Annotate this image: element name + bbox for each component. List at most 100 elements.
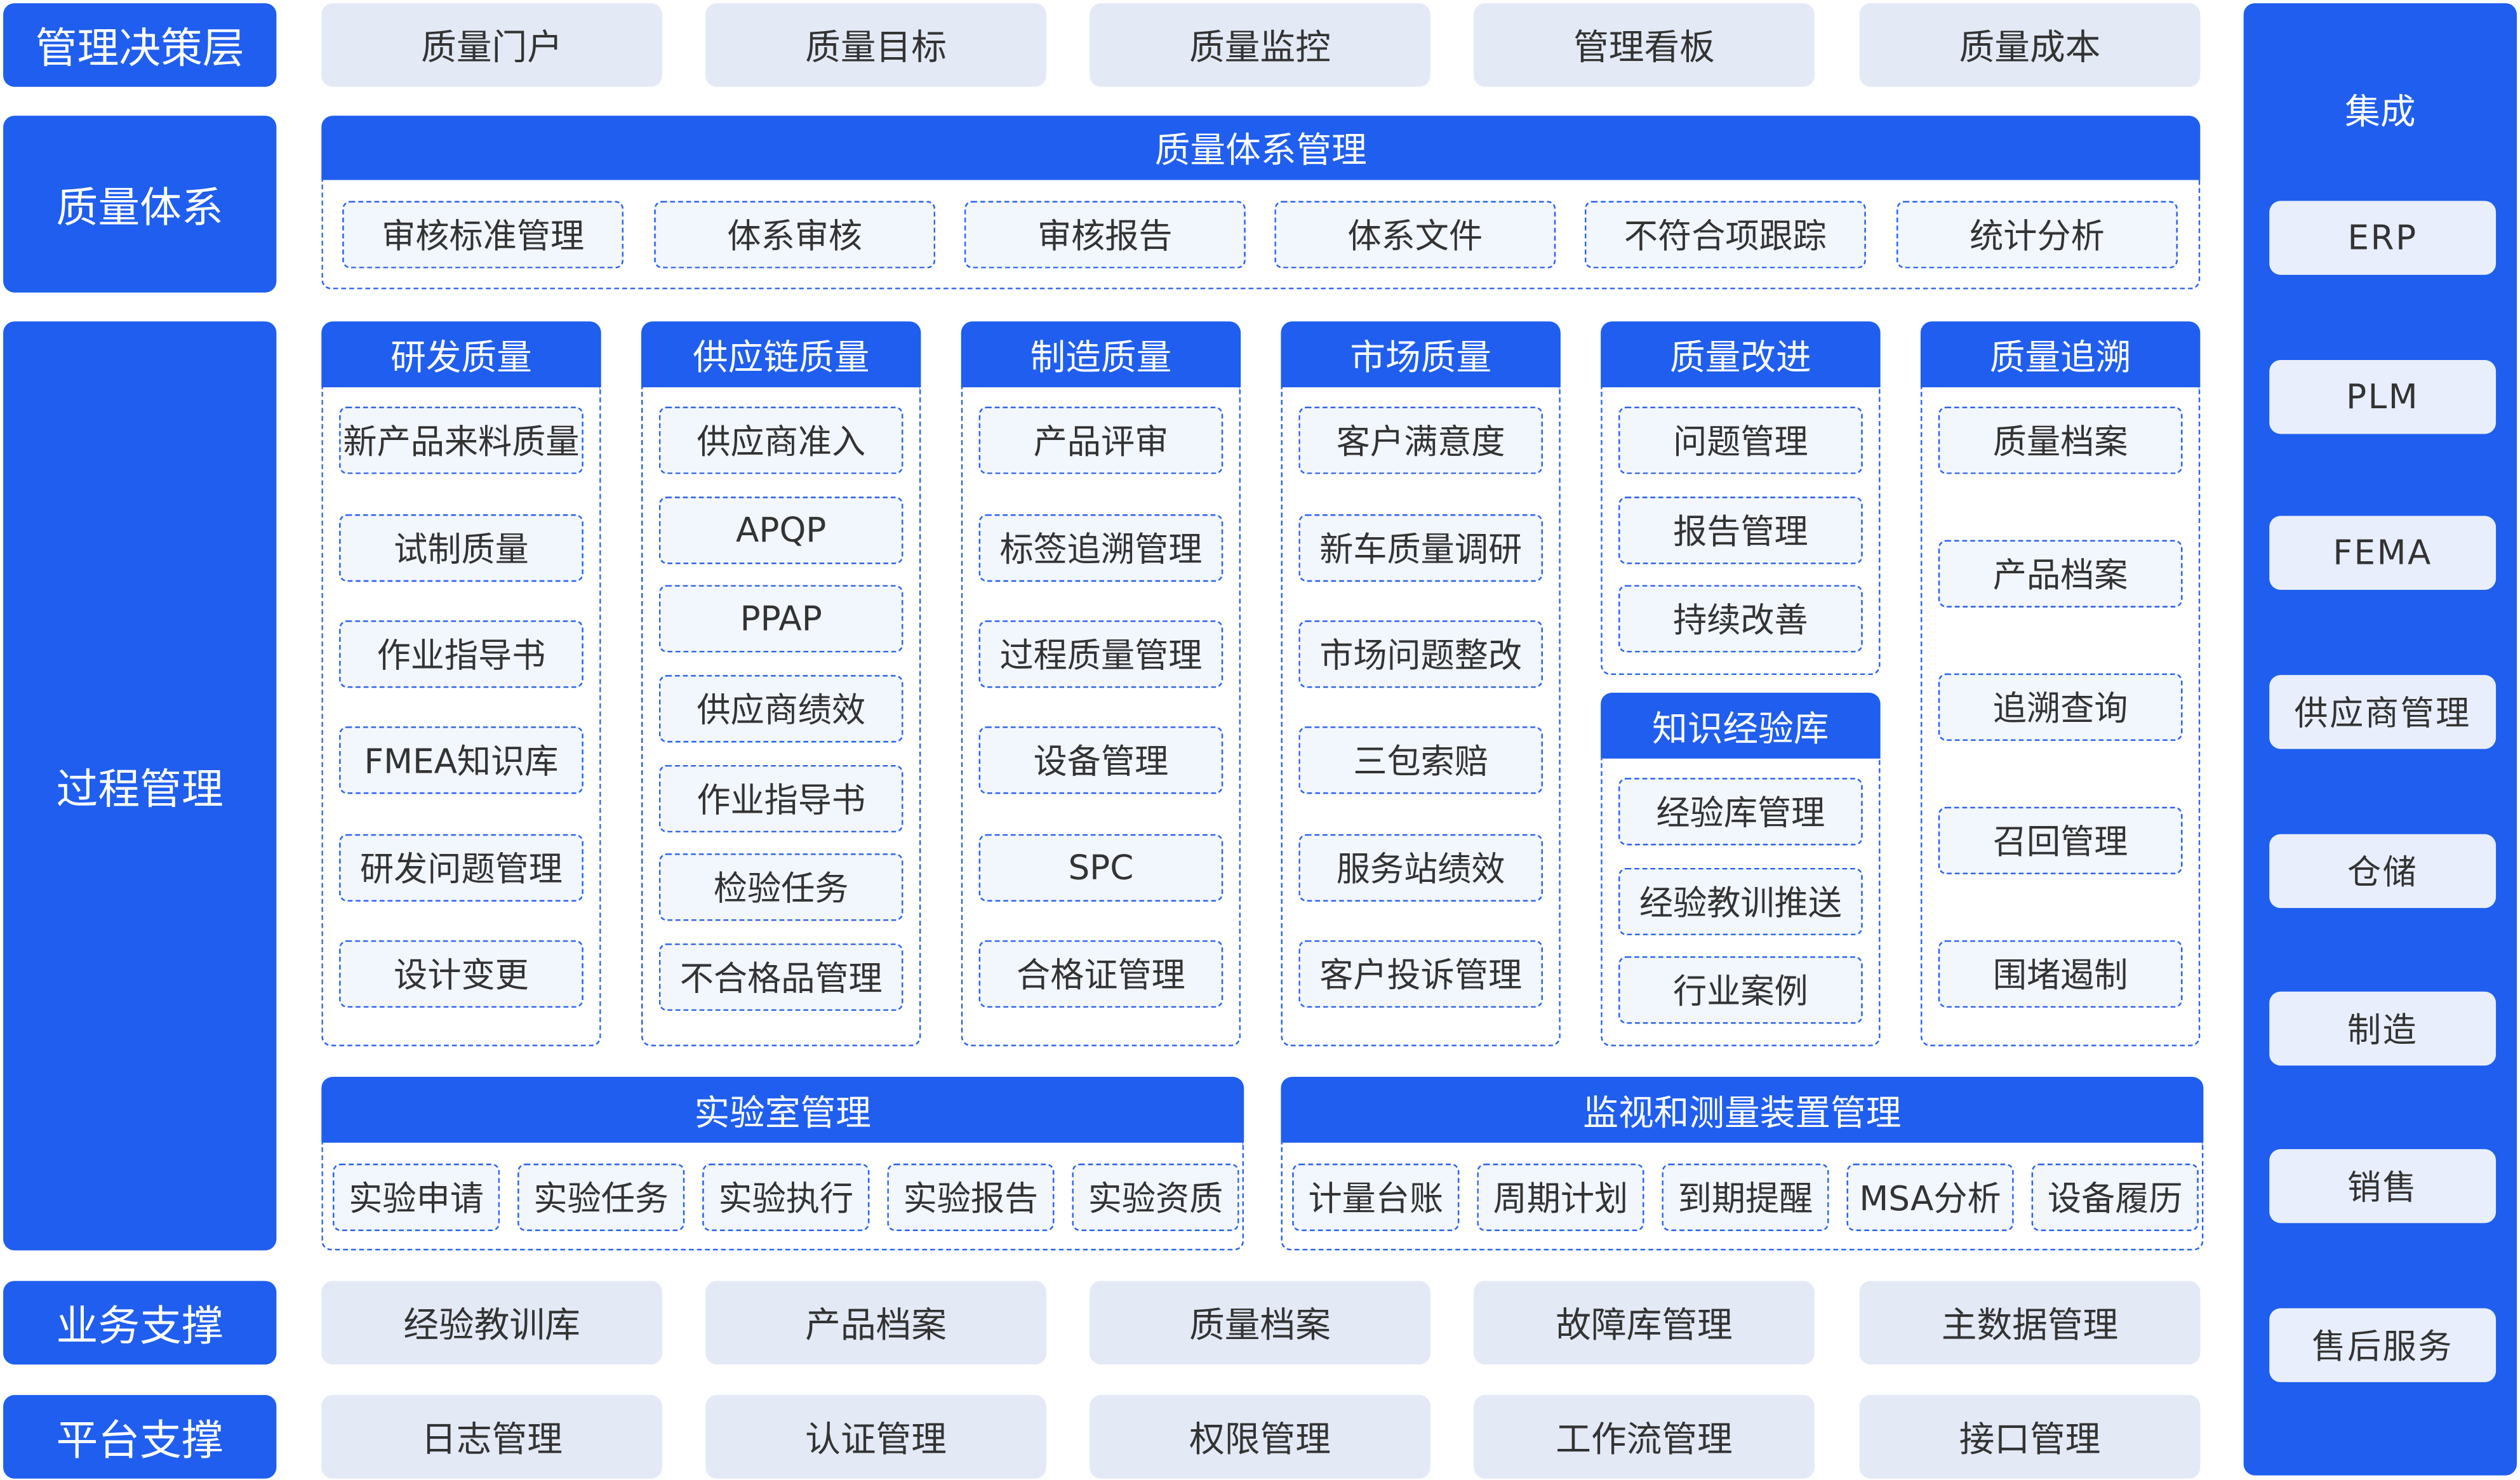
process-item[interactable]: 产品评审	[978, 406, 1223, 474]
process-item[interactable]: 设备管理	[978, 726, 1223, 794]
decision-tile[interactable]: 质量目标	[705, 3, 1046, 87]
process-column-header: 研发质量	[321, 321, 601, 388]
process-item[interactable]: PPAP	[658, 585, 903, 653]
process-item[interactable]: 三包索赔	[1298, 726, 1543, 794]
system-group-container	[321, 180, 2201, 290]
integration-item[interactable]: 制造	[2269, 991, 2497, 1066]
process-item[interactable]: 标签追溯管理	[978, 514, 1223, 582]
process-item[interactable]: 新车质量调研	[1298, 514, 1543, 582]
layer-label-business: 业务支撑	[3, 1281, 277, 1365]
integration-item[interactable]: 销售	[2269, 1149, 2497, 1223]
process-column-container	[1920, 387, 2201, 1046]
system-item[interactable]: 审核标准管理	[342, 201, 624, 269]
process-item[interactable]: APQP	[658, 497, 903, 564]
process-item[interactable]: 服务站绩效	[1298, 834, 1543, 902]
process-item[interactable]: 新产品来料质量	[339, 406, 583, 474]
process-column-header: 质量追溯	[1920, 321, 2201, 388]
platform-tile[interactable]: 日志管理	[321, 1395, 662, 1479]
lab-group-header: 实验室管理	[321, 1076, 1244, 1143]
process-item[interactable]: 持续改善	[1618, 585, 1863, 653]
process-column-header: 供应链质量	[641, 321, 921, 388]
process-column-container	[641, 387, 921, 1046]
measure-group-item[interactable]: 计量台账	[1292, 1163, 1460, 1231]
process-item[interactable]: 供应商绩效	[658, 675, 903, 743]
business-tile[interactable]: 故障库管理	[1474, 1281, 1815, 1365]
process-column-container	[1281, 387, 1561, 1046]
process-column-container	[1601, 387, 1881, 676]
measure-group-header: 监视和测量装置管理	[1281, 1076, 2204, 1143]
process-item[interactable]: 产品档案	[1938, 540, 2183, 608]
process-item[interactable]: 检验任务	[658, 853, 903, 921]
platform-tile[interactable]: 接口管理	[1859, 1395, 2201, 1479]
system-item[interactable]: 体系文件	[1274, 201, 1556, 269]
process-item[interactable]: 合格证管理	[978, 940, 1223, 1008]
layer-label-decision: 管理决策层	[3, 3, 277, 87]
integration-item[interactable]: 售后服务	[2269, 1308, 2497, 1382]
business-tile[interactable]: 质量档案	[1090, 1281, 1430, 1365]
process-column-container	[1601, 758, 1881, 1046]
process-column-header: 知识经验库	[1601, 692, 1881, 759]
integration-title: 集成	[2345, 93, 2416, 134]
decision-tile[interactable]: 质量门户	[321, 3, 662, 87]
platform-tile[interactable]: 权限管理	[1090, 1395, 1430, 1479]
lab-group-item[interactable]: 实验执行	[702, 1163, 870, 1231]
process-column-header: 制造质量	[961, 321, 1241, 388]
process-item[interactable]: 召回管理	[1938, 806, 2183, 875]
process-item[interactable]: 市场问题整改	[1298, 620, 1543, 688]
lab-group-item[interactable]: 实验申请	[332, 1163, 500, 1231]
measure-group-item[interactable]: MSA分析	[1846, 1163, 2014, 1231]
process-item[interactable]: 客户满意度	[1298, 406, 1543, 474]
measure-group-item[interactable]: 周期计划	[1477, 1163, 1644, 1231]
process-item[interactable]: FMEA知识库	[339, 726, 583, 794]
process-column-header: 市场质量	[1281, 321, 1561, 388]
integration-item[interactable]: PLM	[2269, 360, 2497, 434]
process-item[interactable]: 作业指导书	[339, 620, 583, 688]
lab-group-item[interactable]: 实验任务	[517, 1163, 685, 1231]
process-item[interactable]: SPC	[978, 834, 1223, 902]
process-item[interactable]: 经验教训推送	[1618, 867, 1863, 936]
lab-group-item[interactable]: 实验资质	[1072, 1163, 1239, 1231]
lab-group-item[interactable]: 实验报告	[887, 1163, 1055, 1231]
process-item[interactable]: 不合格品管理	[658, 943, 903, 1011]
system-item[interactable]: 审核报告	[964, 201, 1246, 269]
platform-tile[interactable]: 工作流管理	[1474, 1395, 1815, 1479]
process-item[interactable]: 经验库管理	[1618, 778, 1863, 846]
process-item[interactable]: 围堵遏制	[1938, 940, 2183, 1008]
measure-group-container	[1281, 1142, 2204, 1251]
layer-label-platform: 平台支撑	[3, 1395, 277, 1479]
decision-tile[interactable]: 管理看板	[1474, 3, 1815, 87]
process-item[interactable]: 作业指导书	[658, 764, 903, 833]
process-item[interactable]: 报告管理	[1618, 497, 1863, 564]
process-column-container	[321, 387, 601, 1046]
integration-item[interactable]: FEMA	[2269, 516, 2497, 590]
system-group-header: 质量体系管理	[321, 116, 2201, 180]
layer-label-system: 质量体系	[3, 116, 277, 293]
measure-group-item[interactable]: 设备履历	[2031, 1163, 2199, 1231]
process-item[interactable]: 研发问题管理	[339, 834, 583, 902]
system-item[interactable]: 不符合项跟踪	[1584, 201, 1866, 269]
business-tile[interactable]: 经验教训库	[321, 1281, 662, 1365]
process-item[interactable]: 追溯查询	[1938, 673, 2183, 741]
integration-item[interactable]: 供应商管理	[2269, 675, 2497, 749]
process-item[interactable]: 质量档案	[1938, 406, 2183, 474]
process-item[interactable]: 试制质量	[339, 514, 583, 582]
business-tile[interactable]: 主数据管理	[1859, 1281, 2201, 1365]
integration-item[interactable]: ERP	[2269, 201, 2497, 275]
system-item[interactable]: 统计分析	[1896, 201, 2178, 269]
business-tile[interactable]: 产品档案	[705, 1281, 1046, 1365]
process-item[interactable]: 行业案例	[1618, 956, 1863, 1024]
process-item[interactable]: 供应商准入	[658, 406, 903, 474]
decision-tile[interactable]: 质量监控	[1090, 3, 1430, 87]
system-item[interactable]: 体系审核	[654, 201, 936, 269]
decision-tile[interactable]: 质量成本	[1859, 3, 2201, 87]
lab-group-container	[321, 1142, 1244, 1251]
process-item[interactable]: 问题管理	[1618, 406, 1863, 474]
process-item[interactable]: 客户投诉管理	[1298, 940, 1543, 1008]
process-item[interactable]: 设计变更	[339, 940, 583, 1008]
measure-group-item[interactable]: 到期提醒	[1662, 1163, 1829, 1231]
process-item[interactable]: 过程质量管理	[978, 620, 1223, 688]
process-column-container	[961, 387, 1241, 1046]
integration-item[interactable]: 仓储	[2269, 834, 2497, 909]
platform-tile[interactable]: 认证管理	[705, 1395, 1046, 1479]
